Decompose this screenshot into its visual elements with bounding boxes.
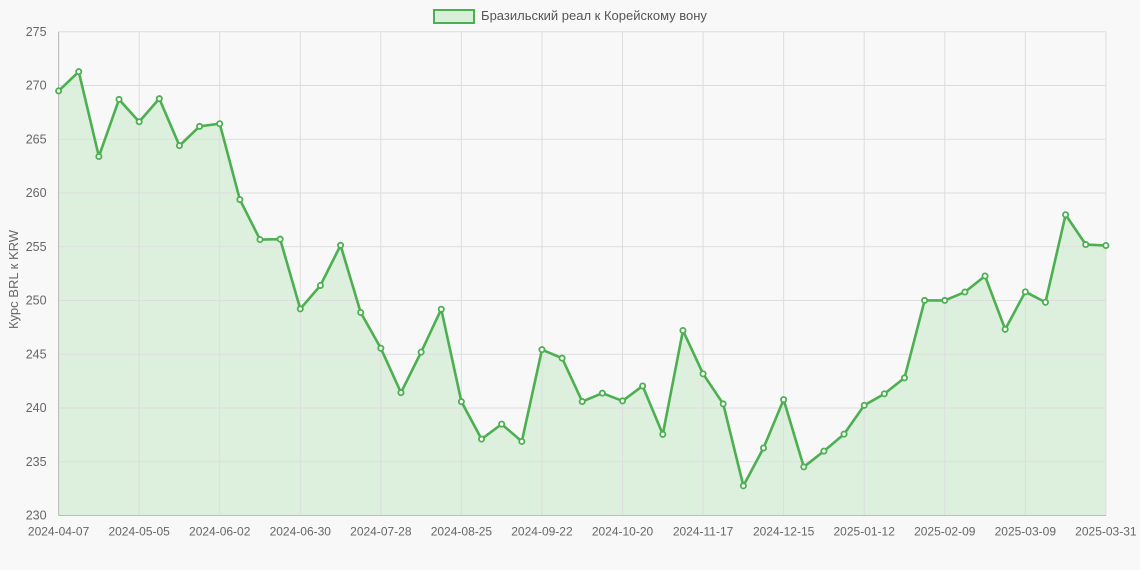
svg-text:2025-02-09: 2025-02-09 xyxy=(914,525,976,539)
svg-text:275: 275 xyxy=(26,25,47,39)
svg-text:250: 250 xyxy=(26,294,47,308)
svg-text:2025-01-12: 2025-01-12 xyxy=(834,525,896,539)
svg-text:2025-03-31: 2025-03-31 xyxy=(1075,525,1137,539)
svg-text:235: 235 xyxy=(26,455,47,469)
svg-text:2025-03-09: 2025-03-09 xyxy=(995,525,1057,539)
svg-text:2024-07-28: 2024-07-28 xyxy=(350,525,412,539)
svg-text:2024-09-22: 2024-09-22 xyxy=(511,525,573,539)
svg-text:260: 260 xyxy=(26,186,47,200)
svg-text:2024-12-15: 2024-12-15 xyxy=(753,525,815,539)
svg-text:2024-06-02: 2024-06-02 xyxy=(189,525,251,539)
svg-text:2024-08-25: 2024-08-25 xyxy=(431,525,493,539)
svg-text:255: 255 xyxy=(26,240,47,254)
svg-text:240: 240 xyxy=(26,401,47,415)
svg-text:2024-04-07: 2024-04-07 xyxy=(28,525,90,539)
svg-text:245: 245 xyxy=(26,347,47,361)
svg-text:265: 265 xyxy=(26,132,47,146)
svg-text:2024-10-20: 2024-10-20 xyxy=(592,525,654,539)
svg-text:2024-06-30: 2024-06-30 xyxy=(270,525,332,539)
svg-text:270: 270 xyxy=(26,79,47,93)
svg-text:2024-05-05: 2024-05-05 xyxy=(108,525,170,539)
svg-text:2024-11-17: 2024-11-17 xyxy=(673,525,734,539)
svg-text:230: 230 xyxy=(26,509,47,523)
